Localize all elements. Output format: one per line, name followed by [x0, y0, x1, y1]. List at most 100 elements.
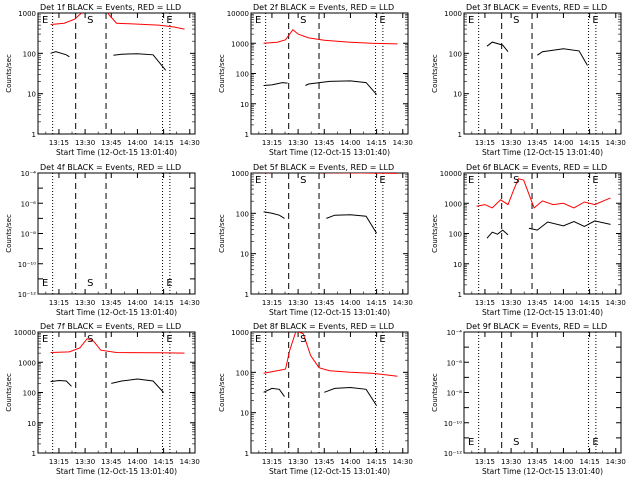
- x-tick-label: 14:15: [154, 299, 174, 307]
- plot-frame: [37, 331, 196, 454]
- x-tick-label: 14:00: [127, 458, 147, 466]
- x-tick-label: 14:30: [606, 299, 626, 307]
- marker-S: S: [300, 334, 306, 345]
- x-tick-label: 13:30: [75, 458, 95, 466]
- panel-det-3: Det 3f BLACK = Events, RED = LLD 1 10 100 10…: [431, 3, 626, 157]
- x-tick-label: 14:30: [393, 139, 413, 147]
- marker-right-E: E: [166, 278, 172, 289]
- events-series-line: [528, 220, 611, 231]
- x-tick-label: 14:00: [553, 299, 573, 307]
- y-tick-label: 10: [27, 420, 36, 428]
- x-tick-label: 14:30: [606, 458, 626, 466]
- panel-title: Det 3f BLACK = Events, RED = LLD: [466, 3, 607, 12]
- x-tick-label: 14:00: [127, 139, 147, 147]
- x-tick-label: 13:45: [527, 458, 547, 466]
- x-tick-label: 13:30: [288, 299, 308, 307]
- marker-right-E: E: [379, 15, 385, 26]
- x-tick-label: 14:00: [127, 299, 147, 307]
- x-tick-label: 13:30: [501, 299, 521, 307]
- y-tick-label: 1: [32, 450, 36, 458]
- x-tick-label: 14:15: [154, 139, 174, 147]
- lld-series-line: [476, 178, 611, 209]
- x-tick-label: 14:30: [180, 458, 200, 466]
- panel-title: Det 7f BLACK = Events, RED = LLD: [40, 322, 181, 331]
- y-tick-label: 10: [453, 261, 462, 269]
- plot-frame: [37, 172, 196, 295]
- lld-series-line: [50, 13, 185, 30]
- x-tick-label: 14:15: [580, 458, 600, 466]
- y-tick-label: 100: [236, 71, 249, 79]
- events-series-line: [537, 48, 588, 66]
- y-tick-label: 100: [449, 50, 462, 58]
- x-axis-label: Start Time (12-Oct-15 13:01:40): [269, 148, 390, 157]
- x-axis-label: Start Time (12-Oct-15 13:01:40): [269, 467, 390, 476]
- y-tick-label: 1000: [231, 329, 249, 337]
- x-tick-label: 13:15: [49, 299, 69, 307]
- y-tick-label: 10⁻¹²: [444, 450, 462, 458]
- events-series-line: [305, 80, 377, 95]
- panel-det-9: Det 9f BLACK = Events, RED = LLD 10⁻¹² 10⁻…: [431, 322, 626, 476]
- y-tick-label: 1: [245, 291, 249, 299]
- marker-left-E: E: [42, 15, 48, 26]
- panel-det-4: Det 4f BLACK = Events, RED = LLD 10⁻¹² 10⁻…: [5, 163, 200, 317]
- x-axis-label: Start Time (12-Oct-15 13:01:40): [482, 467, 603, 476]
- x-tick-label: 13:45: [101, 299, 121, 307]
- y-axis-label: Counts/sec: [5, 214, 13, 253]
- x-tick-label: 14:30: [180, 139, 200, 147]
- y-tick-label: 1: [458, 291, 462, 299]
- y-tick-label: 10⁻⁴: [21, 170, 37, 178]
- x-tick-label: 13:15: [49, 139, 69, 147]
- panel-title: Det 5f BLACK = Events, RED = LLD: [253, 163, 394, 172]
- marker-left-E: E: [255, 175, 261, 186]
- y-tick-label: 10⁻⁴: [447, 329, 463, 337]
- panel-det-1: Det 1f BLACK = Events, RED = LLD 1 10 100 10…: [5, 3, 200, 157]
- y-tick-label: 10⁻¹⁰: [18, 261, 36, 269]
- x-tick-label: 14:15: [367, 139, 387, 147]
- y-tick-label: 10000: [14, 329, 36, 337]
- events-series-line: [263, 387, 285, 397]
- marker-S: S: [300, 15, 306, 26]
- x-axis-label: Start Time (12-Oct-15 13:01:40): [269, 308, 390, 317]
- y-tick-label: 10⁻⁶: [21, 200, 37, 208]
- y-tick-label: 100: [236, 369, 249, 377]
- plot-frame: [250, 331, 409, 454]
- marker-right-E: E: [592, 437, 598, 448]
- events-series-line: [263, 211, 285, 219]
- x-tick-label: 13:15: [475, 139, 495, 147]
- x-tick-label: 13:45: [314, 458, 334, 466]
- marker-S: S: [300, 175, 306, 186]
- y-tick-label: 1: [458, 131, 462, 139]
- x-tick-label: 13:45: [527, 139, 547, 147]
- x-tick-label: 13:30: [288, 458, 308, 466]
- x-tick-label: 13:15: [262, 458, 282, 466]
- y-tick-label: 1000: [231, 170, 249, 178]
- events-series-line: [113, 53, 167, 71]
- events-series-line: [324, 386, 378, 406]
- lld-series-line: [263, 332, 398, 377]
- y-tick-label: 10000: [227, 10, 249, 18]
- y-tick-label: 10⁻⁶: [447, 359, 463, 367]
- marker-right-E: E: [166, 334, 172, 345]
- lld-series-line: [50, 338, 185, 354]
- events-series-line: [263, 82, 288, 86]
- y-tick-label: 100: [23, 50, 36, 58]
- panel-title: Det 6f BLACK = Events, RED = LLD: [466, 163, 607, 172]
- x-tick-label: 13:45: [527, 299, 547, 307]
- plot-frame: [37, 12, 196, 135]
- marker-left-E: E: [468, 175, 474, 186]
- x-tick-label: 13:15: [262, 299, 282, 307]
- x-tick-label: 14:00: [340, 299, 360, 307]
- x-tick-label: 14:00: [553, 458, 573, 466]
- marker-left-E: E: [255, 15, 261, 26]
- x-tick-label: 14:15: [367, 458, 387, 466]
- y-tick-label: 100: [449, 231, 462, 239]
- x-tick-label: 14:00: [553, 139, 573, 147]
- y-tick-label: 10: [240, 251, 249, 259]
- x-tick-label: 14:30: [393, 458, 413, 466]
- events-series-line: [50, 379, 72, 387]
- y-axis-label: Counts/sec: [431, 373, 439, 412]
- marker-left-E: E: [42, 278, 48, 289]
- marker-S: S: [513, 437, 519, 448]
- events-series-line: [486, 229, 509, 239]
